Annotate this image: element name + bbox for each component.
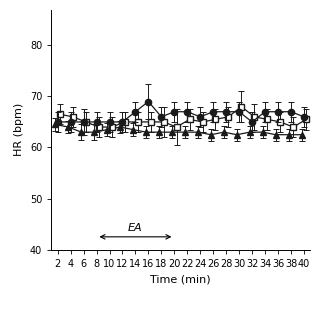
Y-axis label: HR (bpm): HR (bpm) (14, 103, 24, 156)
Text: EA: EA (128, 223, 143, 233)
X-axis label: Time (min): Time (min) (150, 274, 211, 284)
